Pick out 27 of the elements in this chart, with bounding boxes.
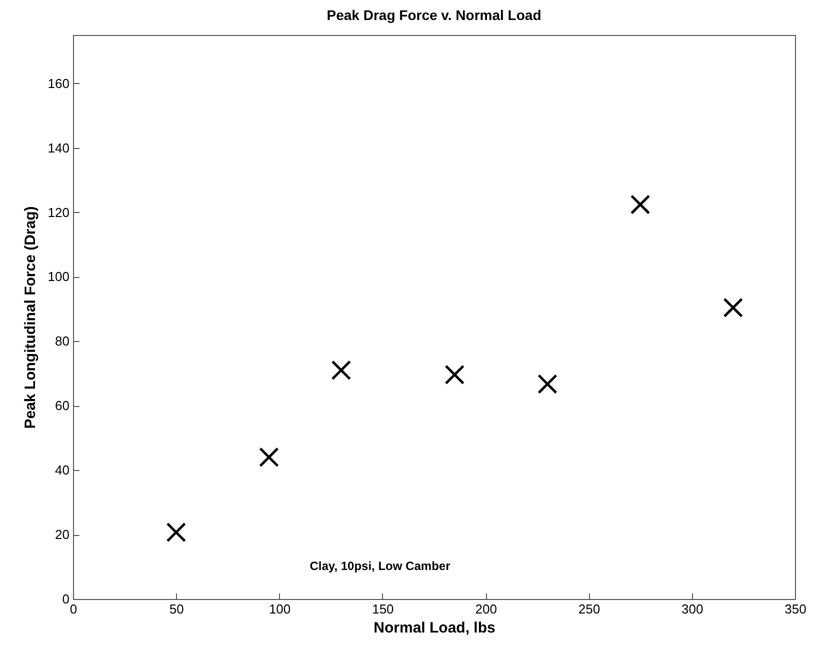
x-tick-label: 200 <box>475 602 497 616</box>
x-axis-title: Normal Load, lbs <box>374 620 496 636</box>
y-tick-label: 140 <box>48 140 70 156</box>
point <box>331 360 352 380</box>
y-tick-label: 160 <box>48 76 70 91</box>
point <box>444 364 465 385</box>
point <box>259 447 279 468</box>
point <box>166 522 186 542</box>
x-tick-label: 250 <box>578 602 600 616</box>
point <box>538 374 558 394</box>
chart-title: Peak Drag Force v. Normal Load <box>326 7 542 23</box>
x-tick-label: 150 <box>372 602 394 616</box>
x-tick-label: 100 <box>268 602 291 616</box>
y-tick-label: 40 <box>55 462 70 478</box>
x-tick-label: 50 <box>169 602 184 616</box>
y-axis-title: Peak Longitudinal Force (Drag) <box>22 206 39 429</box>
x-tick-label: 350 <box>784 602 806 616</box>
point <box>630 194 650 214</box>
y-tick-label: 80 <box>55 334 70 349</box>
y-tick-label: 100 <box>48 269 70 284</box>
point <box>723 298 744 318</box>
y-tick-label: 120 <box>48 204 70 220</box>
y-tick-label: 20 <box>55 527 70 542</box>
y-tick-label: 0 <box>62 592 70 606</box>
y-tick-label: 60 <box>55 398 70 414</box>
x-tick-label: 300 <box>682 602 704 616</box>
annotation: Clay, 10psi, Low Camber <box>310 559 451 573</box>
